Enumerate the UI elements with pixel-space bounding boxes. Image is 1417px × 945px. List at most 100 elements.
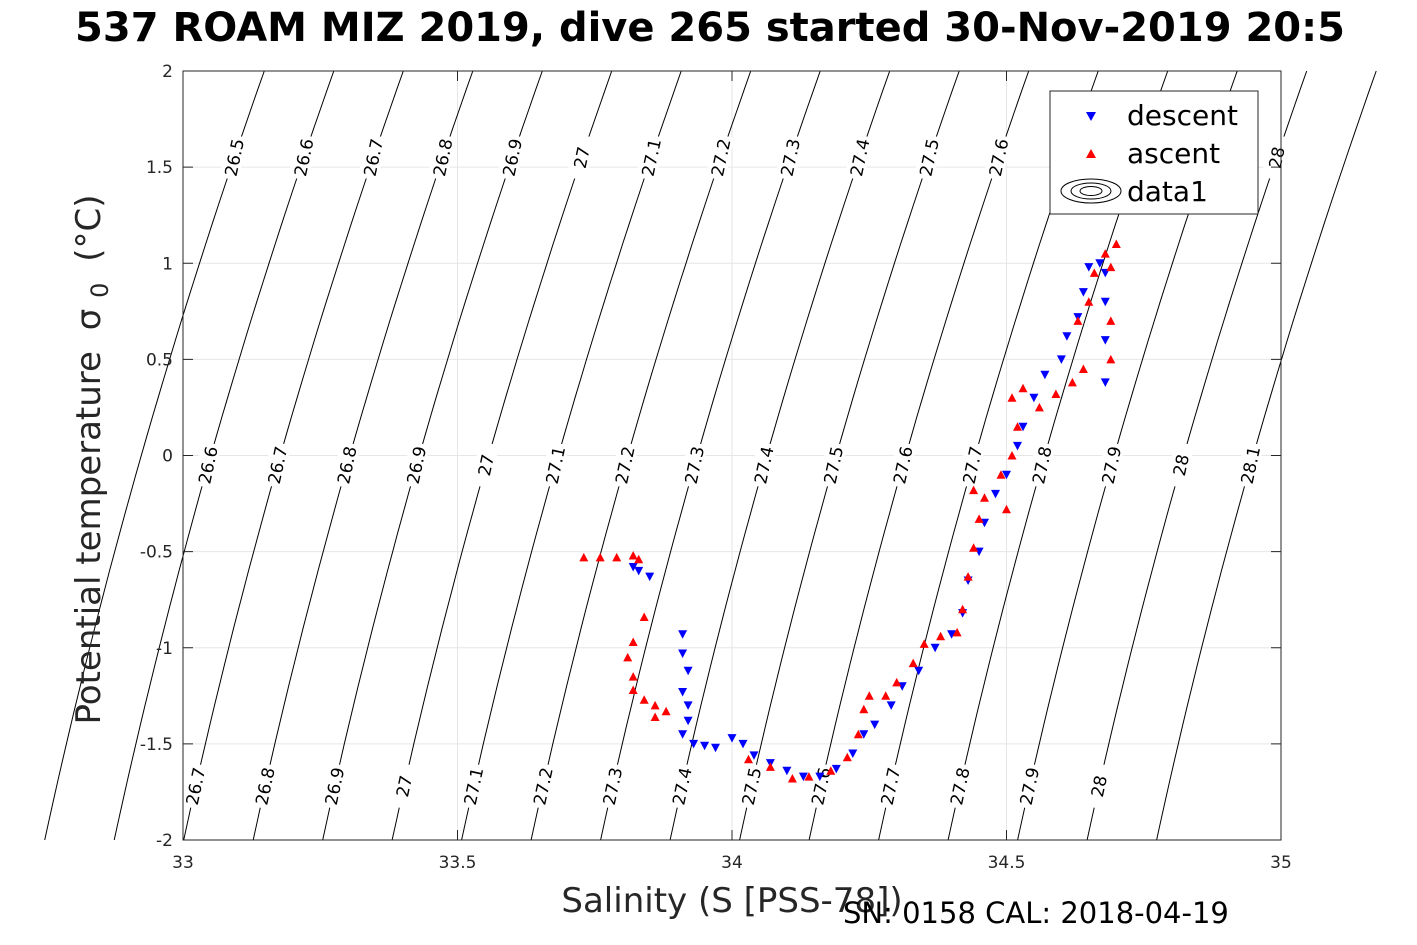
ascent-point <box>963 572 973 581</box>
contour-label: 27.5 <box>916 137 943 178</box>
ascent-point <box>650 712 660 721</box>
contour-label: 28.1 <box>1238 445 1265 486</box>
contour-label: 27.3 <box>778 137 805 178</box>
contour-label-bg <box>1165 441 1195 489</box>
contour-label-bg <box>331 441 361 489</box>
x-tick-label: 35 <box>1270 853 1292 873</box>
y-axis-label-symbol: σ <box>69 309 109 331</box>
contour-label-group: 27.6 <box>887 441 918 489</box>
ascent-point <box>595 552 605 562</box>
contour-label-group: 27.3 <box>597 762 627 810</box>
descent-point <box>815 772 825 782</box>
legend-contour-icon <box>1060 178 1122 204</box>
contour-label: 27.2 <box>530 766 557 807</box>
contour-label-group: 28 <box>1165 441 1195 489</box>
contour-label-bg <box>1096 441 1125 489</box>
ascent-point <box>623 652 633 662</box>
descent-point <box>700 741 710 751</box>
series-ascent <box>579 239 1121 783</box>
contour-label-group: 27 <box>388 762 418 810</box>
axis-ticks: 33 33.5 34 34.5 35 -2 -1.5 -1 -0.5 0 0.5 1 1.5 2 <box>140 62 1292 873</box>
contour-label: 27.7 <box>960 445 987 486</box>
y-tick-label: 0.5 <box>146 350 173 370</box>
contour-label: 27.1 <box>543 445 570 486</box>
contour-label-bg <box>1261 133 1291 181</box>
contour-label-bg <box>218 133 248 181</box>
x-tick-label: 33.5 <box>439 853 477 873</box>
descent-point <box>738 739 748 749</box>
contour-label-group: 26.5 <box>218 133 249 181</box>
ascent-point <box>1111 239 1121 248</box>
descent-point <box>678 649 688 658</box>
descent-point <box>645 572 655 582</box>
contour-label-bg <box>249 762 279 810</box>
ascent-point <box>969 543 979 552</box>
contour-label: 27.7 <box>878 766 905 807</box>
ascent-point <box>804 772 814 781</box>
contour-label-bg <box>262 441 291 489</box>
ascent-point <box>1002 504 1011 514</box>
descent-point <box>1040 370 1050 380</box>
contour-label: 28 <box>1170 453 1194 478</box>
descent-point <box>1013 441 1022 451</box>
contour-label-bg <box>875 762 904 810</box>
contour-label-bg <box>470 441 500 489</box>
ascent-point <box>892 677 902 687</box>
ascent-point <box>1007 393 1017 402</box>
y-tick-label: -1 <box>156 639 173 659</box>
y-tick-label: 0 <box>162 447 173 467</box>
descent-point <box>678 730 688 739</box>
ascent-point <box>842 752 852 762</box>
ascent-point <box>628 672 638 681</box>
contour-label: 28 <box>1266 145 1290 170</box>
data-points <box>579 239 1121 783</box>
contour-label-group: 26.7 <box>180 762 210 810</box>
contour-label-bg <box>496 133 526 181</box>
ascent-point <box>639 695 649 704</box>
descent-point <box>689 739 699 749</box>
descent-point <box>1100 297 1110 307</box>
contour-label: 26.8 <box>334 445 361 486</box>
contour-label-group: 27.5 <box>818 441 848 489</box>
descent-point <box>1100 378 1110 387</box>
descent-point <box>727 734 737 743</box>
ascent-point <box>628 551 638 560</box>
contour-label-bg <box>288 133 318 181</box>
ascent-point <box>958 604 968 614</box>
contour-label: 27.6 <box>890 445 917 486</box>
contour-label: 27.3 <box>682 445 709 486</box>
ascent-point <box>650 700 660 710</box>
density-contours: 26.5 26.6 26.7 26.8 26.9 27 27.1 27.2 27.3 27.4 27… <box>44 70 1377 841</box>
descent-point <box>749 751 759 760</box>
y-axis-label-unit: (°C) <box>69 194 109 261</box>
contour-label-group: 28 <box>1083 762 1113 810</box>
ascent-point <box>787 774 797 783</box>
descent-point <box>798 772 808 782</box>
contour-label: 27.1 <box>461 766 488 807</box>
contour-label-group: 26.8 <box>249 762 280 810</box>
ascent-point <box>864 691 874 700</box>
descent-point <box>930 643 940 653</box>
descent-point <box>859 730 869 739</box>
legend-label-descent: descent <box>1127 99 1238 132</box>
contour-label-group: 28.1 <box>1235 441 1265 489</box>
contour-label-group: 27.2 <box>609 441 640 489</box>
contour-label: 26.7 <box>183 766 210 807</box>
contour-label-group: 27.1 <box>458 762 488 810</box>
ascent-point <box>919 639 929 648</box>
contour-label: 26.6 <box>291 137 318 178</box>
contour-label-group: 26.6 <box>192 441 223 489</box>
legend-box <box>1049 90 1259 215</box>
contour-label-bg <box>983 133 1013 181</box>
ascent-point <box>952 627 962 637</box>
contour-label: 26.8 <box>430 137 457 178</box>
contour-label-bg <box>540 441 569 489</box>
contour-label: 26.9 <box>322 766 349 807</box>
x-axis-label: Salinity (S [PSS-78]) <box>561 881 902 921</box>
descent-point <box>634 566 644 576</box>
contour-label: 26.7 <box>361 137 388 178</box>
descent-point <box>678 630 688 639</box>
y-tick-label: -0.5 <box>140 543 173 563</box>
y-tick-label: -2 <box>156 831 173 851</box>
contour-label-group: 27.1 <box>540 441 570 489</box>
